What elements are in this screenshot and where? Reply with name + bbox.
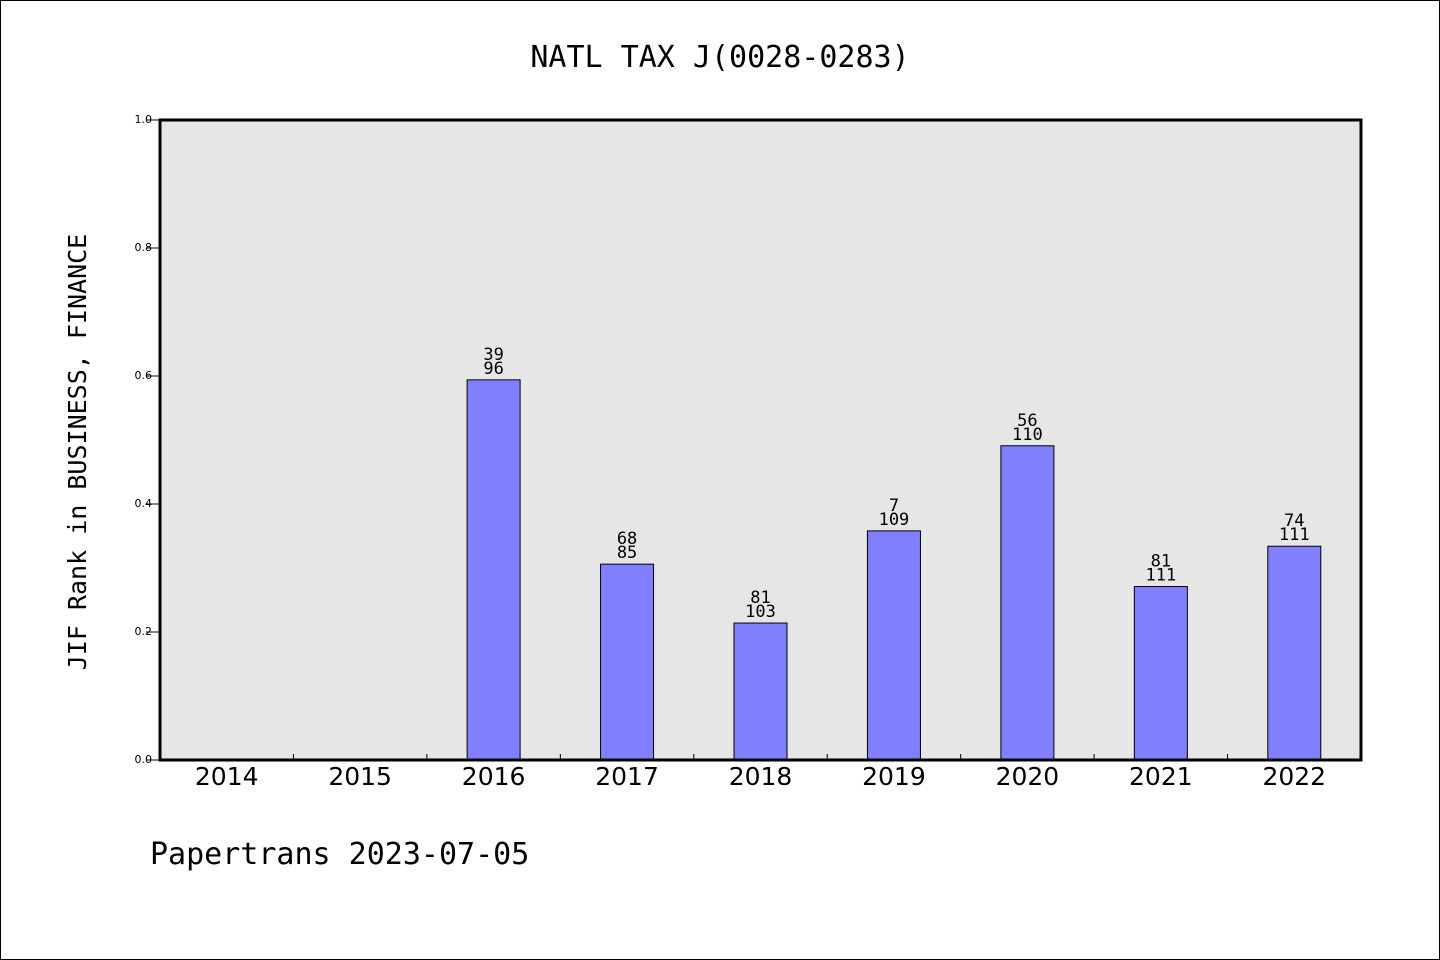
y-axis-label: JIF Rank in BUSINESS, FINANCE: [63, 234, 92, 671]
bar-rank-label: 56: [1017, 411, 1037, 431]
bar-rank-label: 39: [483, 345, 503, 365]
y-tick-label: 1.0: [135, 113, 153, 126]
x-tick-label: 2016: [462, 762, 526, 791]
bar-total-label: 111: [1279, 525, 1310, 545]
plot-border: [158, 118, 1363, 762]
bar-total-label: 103: [745, 602, 776, 622]
chart-title: NATL TAX J(0028-0283): [530, 40, 909, 75]
bar-2016: [466, 379, 521, 761]
bar-rank-label: 81: [1151, 552, 1171, 572]
y-tick-label: 0.8: [135, 241, 153, 254]
bar-total-label: 85: [617, 543, 637, 563]
bar-2022: [1267, 545, 1322, 761]
bar-rank-label: 81: [750, 588, 770, 608]
x-tick-label: 2019: [862, 762, 926, 791]
x-tick-label: 2017: [595, 762, 659, 791]
bar-total-label: 96: [483, 359, 503, 379]
footer-text: Papertrans 2023-07-05: [150, 837, 529, 872]
x-tick-label: 2021: [1129, 762, 1193, 791]
x-axis-ticks: 2014 2015 2016 2017 2018 2019 2020 2021 2022: [195, 754, 1326, 791]
y-tick-label: 0.4: [135, 497, 153, 510]
y-axis-ticks: 0.0 0.2 0.4 0.6 0.8 1.0: [135, 113, 160, 766]
bar-2018: [733, 622, 788, 761]
bar-total-label: 109: [879, 510, 910, 530]
x-tick-label: 2015: [328, 762, 392, 791]
x-tick-label: 2020: [996, 762, 1060, 791]
bar-rank-label: 7: [889, 496, 899, 516]
bar-2021: [1133, 586, 1188, 761]
bar-total-label: 111: [1145, 566, 1176, 586]
y-tick-label: 0.0: [135, 753, 153, 766]
bar-2019: [866, 530, 921, 761]
x-tick-label: 2022: [1262, 762, 1326, 791]
bar-total-label: 110: [1012, 425, 1043, 445]
bar-rank-label: 74: [1284, 511, 1304, 531]
y-tick-label: 0.6: [135, 369, 153, 382]
bar-2017: [600, 563, 655, 761]
y-tick-label: 0.2: [135, 625, 153, 638]
x-tick-label: 2014: [195, 762, 259, 791]
x-tick-label: 2018: [729, 762, 793, 791]
bar-2020: [1000, 445, 1055, 761]
bar-rank-label: 68: [617, 529, 637, 549]
